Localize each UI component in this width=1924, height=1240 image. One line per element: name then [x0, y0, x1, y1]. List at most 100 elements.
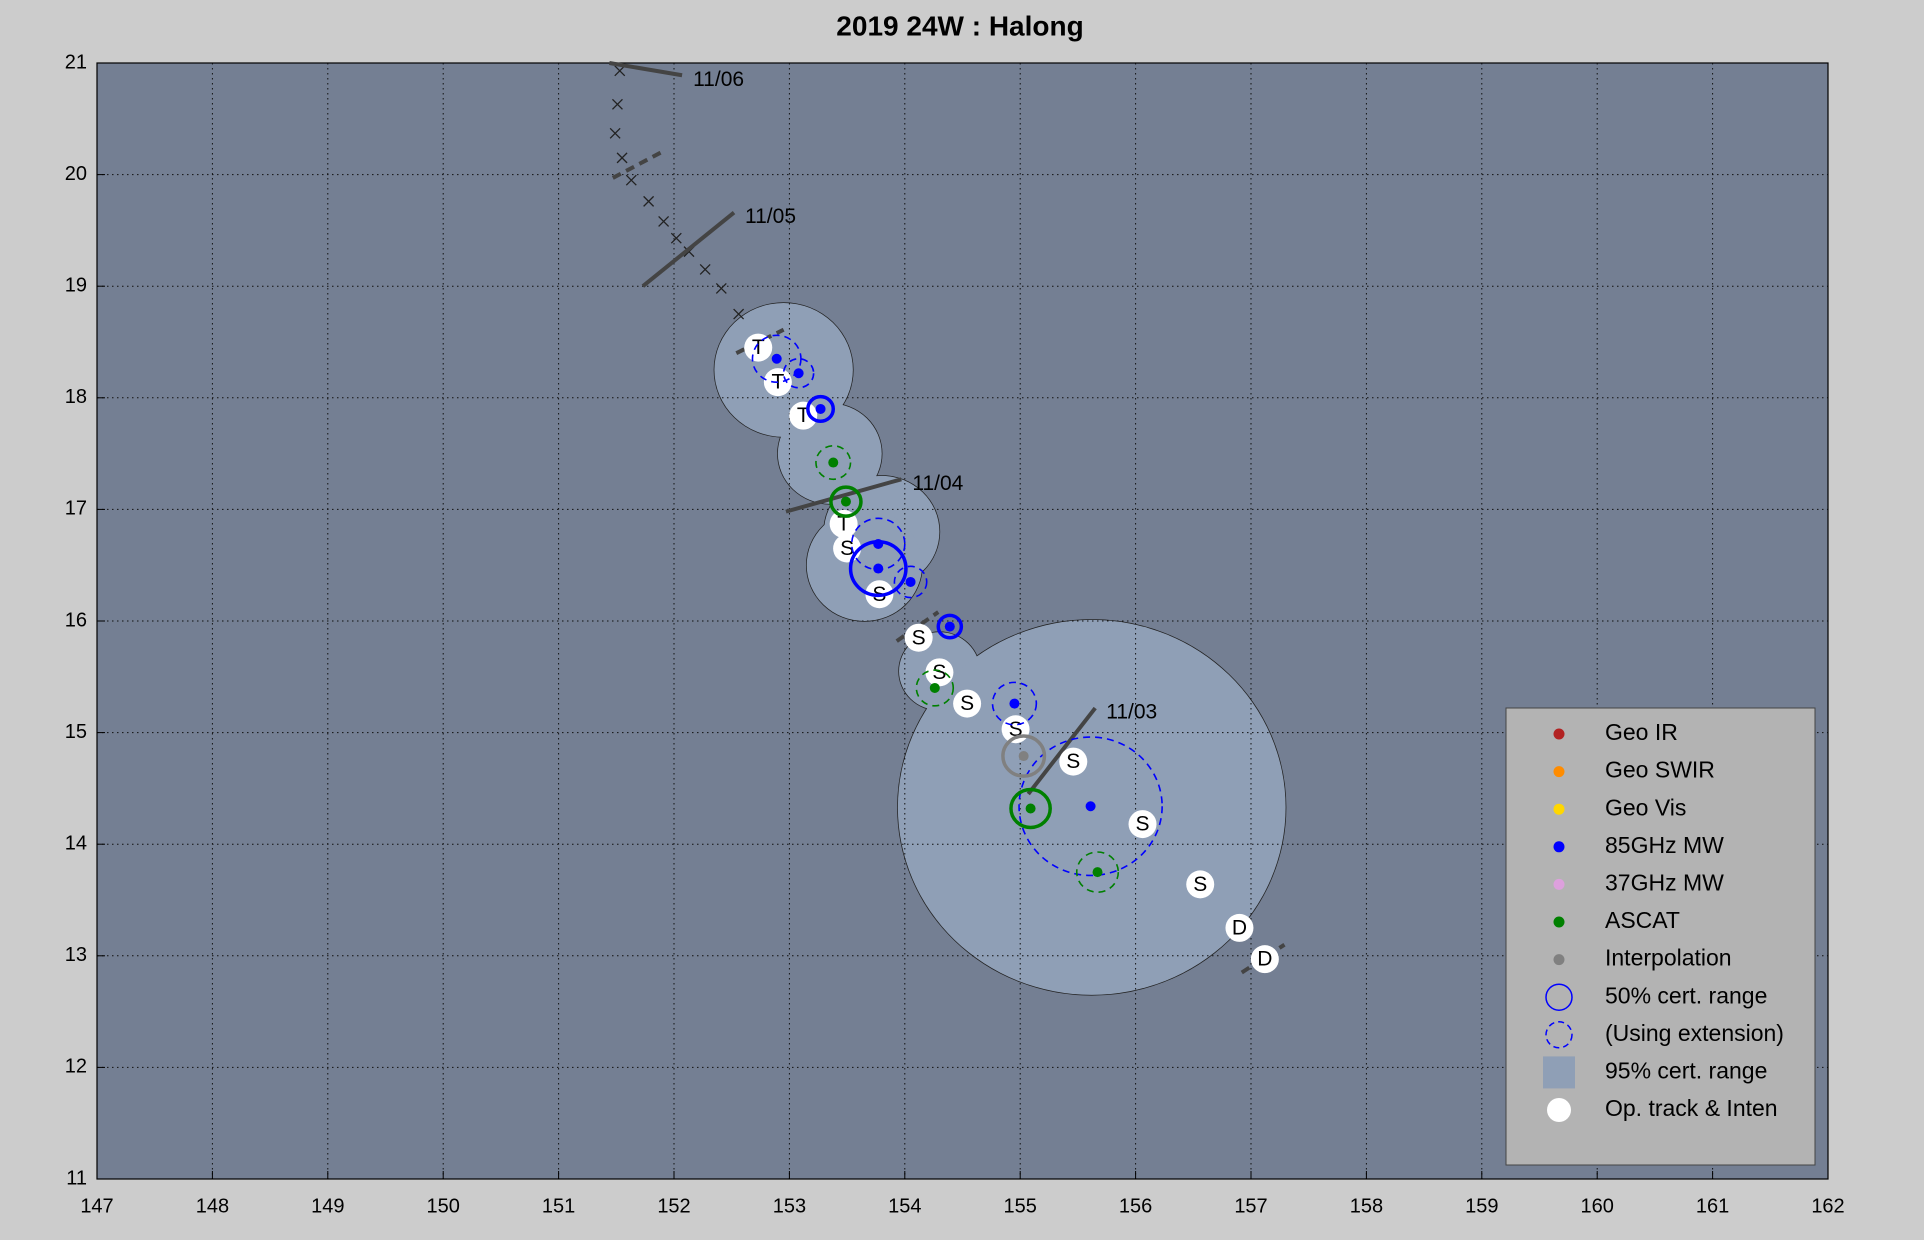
- cert-50-circle: [915, 669, 955, 707]
- y-tick-label: 16: [65, 609, 87, 631]
- y-tick-label: 18: [65, 386, 87, 408]
- legend-marker: [1545, 1021, 1573, 1049]
- legend-label: Interpolation: [1605, 945, 1732, 971]
- track-label: T: [837, 512, 850, 535]
- track-point: [1059, 747, 1088, 776]
- legend-label: Geo Vis: [1605, 794, 1686, 820]
- legend-label: Geo IR: [1605, 719, 1678, 745]
- date-mark: [785, 477, 902, 514]
- legend-marker: [1553, 803, 1565, 815]
- track-label: S: [1136, 813, 1150, 836]
- legend-marker: [1553, 878, 1565, 890]
- forecast-mark: [609, 127, 621, 139]
- forecast-mark: [611, 98, 623, 110]
- fix-point: [1025, 803, 1036, 814]
- fix-point: [1009, 698, 1020, 709]
- track-point: [1225, 913, 1254, 942]
- track-point: [1186, 870, 1215, 899]
- forecast-mark: [670, 232, 682, 244]
- track-label: S: [1066, 750, 1080, 773]
- date-mark: [609, 61, 683, 78]
- legend-marker: [1547, 1098, 1571, 1122]
- forecast-mark: [616, 152, 628, 164]
- track-point: [763, 368, 792, 397]
- cert-50-circle: [806, 394, 836, 423]
- track-label: D: [1232, 916, 1247, 939]
- legend-box: [1505, 707, 1816, 1166]
- fix-point: [815, 403, 826, 414]
- track-point: [1128, 810, 1157, 839]
- plot-frame: [96, 62, 1829, 1180]
- track-point: [789, 401, 818, 430]
- x-tick-label: 152: [657, 1195, 690, 1217]
- fix-point: [840, 496, 851, 507]
- track-point: [953, 689, 982, 718]
- forecast-mark: [643, 195, 655, 207]
- x-tick-label: 155: [1004, 1195, 1037, 1217]
- track-point: [925, 658, 954, 687]
- cert-50-circle: [1075, 851, 1120, 893]
- legend-label: (Using extension): [1605, 1020, 1784, 1046]
- date-mark: [1026, 706, 1097, 796]
- date-label: 11/04: [912, 472, 963, 495]
- legend-label: 95% cert. range: [1605, 1057, 1767, 1083]
- legend-marker: [1543, 1056, 1575, 1089]
- cert-50-circle: [829, 485, 863, 518]
- x-tick-label: 148: [196, 1195, 229, 1217]
- cert-50-circle: [815, 444, 852, 481]
- x-tick-label: 154: [888, 1195, 921, 1217]
- legend-label: 50% cert. range: [1605, 982, 1767, 1008]
- legend-marker: [1553, 841, 1565, 853]
- legend-label: 37GHz MW: [1605, 869, 1724, 895]
- fix-point: [929, 682, 940, 693]
- fix-point: [828, 457, 839, 468]
- forecast-mark: [658, 216, 670, 227]
- forecast-mark: [715, 282, 727, 294]
- track-label: D: [1257, 948, 1272, 971]
- y-tick-label: 11: [66, 1167, 87, 1189]
- y-tick-label: 20: [65, 163, 87, 185]
- fix-point: [873, 538, 884, 549]
- fix-point: [873, 563, 884, 574]
- x-tick-label: 147: [80, 1195, 113, 1217]
- x-tick-label: 151: [542, 1195, 575, 1217]
- fix-point: [771, 353, 782, 364]
- track-label: S: [960, 692, 974, 715]
- forecast-mark: [625, 174, 637, 186]
- fix-point: [944, 621, 955, 632]
- y-tick-label: 19: [65, 274, 87, 296]
- cert-50-circle: [893, 565, 928, 599]
- legend-marker: [1545, 983, 1573, 1011]
- track-label: T: [752, 336, 765, 359]
- fix-point: [1085, 801, 1096, 812]
- cert-50-circle: [1009, 787, 1052, 830]
- legend-marker: [1553, 916, 1565, 928]
- y-tick-label: 12: [65, 1056, 87, 1078]
- fix-point: [905, 576, 916, 587]
- date-label: 11/06: [693, 68, 744, 91]
- forecast-mark: [614, 65, 626, 77]
- x-tick-label: 158: [1350, 1195, 1383, 1217]
- track-label: S: [912, 626, 926, 649]
- extension-mark: [895, 610, 940, 643]
- cert-50-circle: [991, 681, 1038, 726]
- legend-marker: [1553, 728, 1565, 740]
- x-tick-label: 162: [1811, 1195, 1844, 1217]
- legend-label: Geo SWIR: [1605, 757, 1715, 783]
- track-point: [744, 333, 773, 362]
- track-label: S: [1193, 873, 1207, 896]
- fix-point: [793, 368, 804, 379]
- y-tick-label: 13: [65, 944, 87, 966]
- y-tick-label: 14: [65, 832, 87, 854]
- x-tick-label: 156: [1119, 1195, 1152, 1217]
- forecast-mark: [699, 264, 711, 275]
- cert-50-circle: [1018, 736, 1163, 877]
- extension-mark: [1240, 942, 1286, 975]
- y-tick-label: 21: [65, 51, 87, 73]
- fix-point: [1018, 751, 1029, 762]
- x-tick-label: 161: [1696, 1195, 1729, 1217]
- cert-50-circle: [782, 357, 815, 389]
- chart-title: 2019 24W : Halong: [836, 10, 1083, 41]
